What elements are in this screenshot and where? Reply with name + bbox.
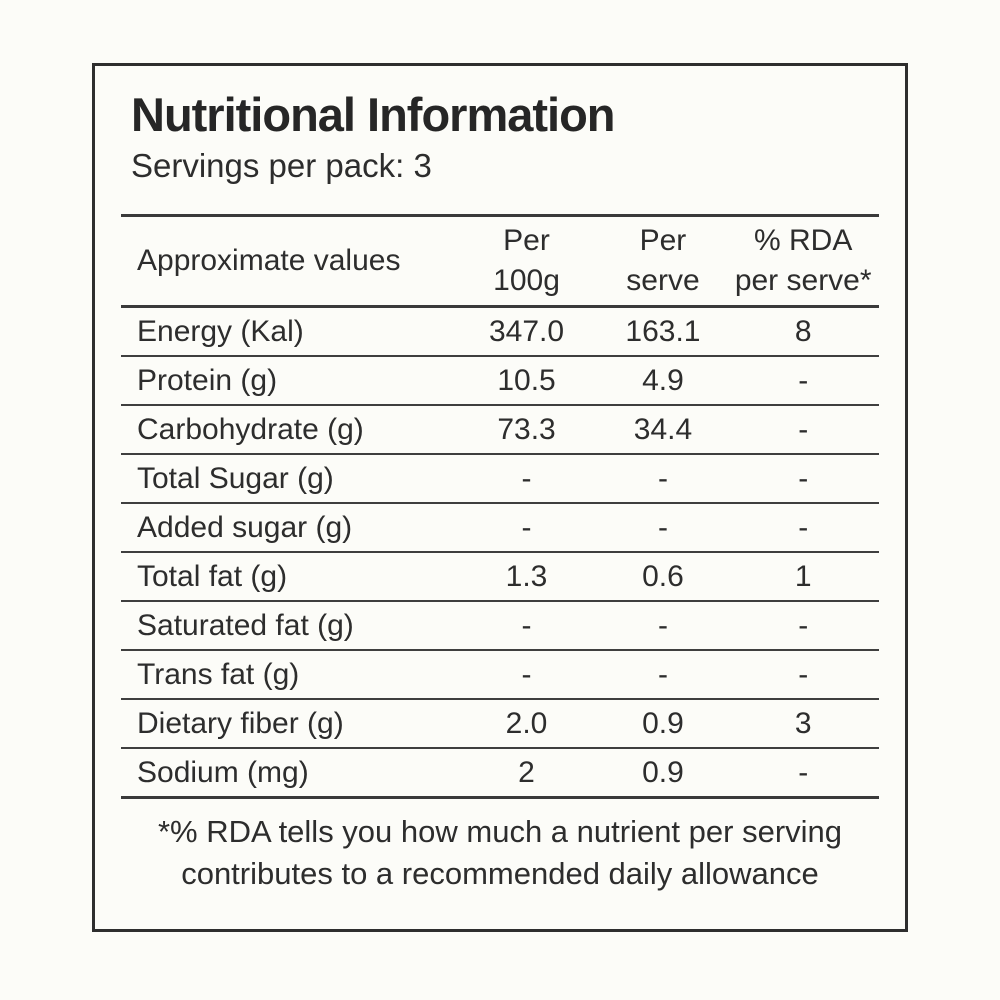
nutrient-name: Total fat (g) [137,559,288,593]
rda-value: - [798,755,809,789]
per-100g-value: - [521,657,532,691]
nutrient-name: Dietary fiber (g) [137,706,344,740]
nutrient-name: Saturated fat (g) [137,608,354,642]
per-serve-value: 34.4 [633,412,693,446]
per-100g-value: 73.3 [497,412,556,446]
per-100g-value: - [521,608,532,642]
nutrient-name: Energy (Kal) [137,314,304,348]
page-title: Nutritional Information [131,88,616,141]
per-serve-value: 0.9 [642,706,684,740]
nutrient-name: Carbohydrate (g) [137,412,364,446]
rda-value: - [798,510,809,544]
per-serve-value: - [657,461,668,495]
nutrient-name: Sodium (mg) [137,755,309,789]
label-header: Nutritional Information Servings per pac… [131,88,869,188]
per-100g-value: 1.3 [505,559,548,593]
per-100g-value: 2 [518,755,535,789]
rda-value: 3 [794,706,812,740]
header-approximate-values: Approximate values [137,244,401,277]
table-row-added-sugar: Added sugar (g) - - - [121,504,879,553]
servings-per-pack: Servings per pack: 3 [131,147,432,184]
nutrient-name: Total Sugar (g) [137,461,334,495]
rda-footnote: *% RDA tells you how much a nutrient per… [157,814,843,891]
per-serve-value: - [657,510,668,544]
table-row-energy: Energy (Kal) 347.0 163.1 8 [121,308,879,357]
table-row-dietary-fiber: Dietary fiber (g) 2.0 0.9 3 [121,700,879,749]
nutrition-table: Approximate values Per 100g Per serve % … [121,214,879,799]
per-100g-value: 347.0 [488,314,565,348]
table-row-sodium: Sodium (mg) 2 0.9 - [121,749,879,799]
per-100g-value: - [521,461,532,495]
rda-value: - [798,657,809,691]
rda-value: 1 [794,559,812,593]
per-serve-value: - [657,608,668,642]
per-100g-value: 10.5 [497,363,556,397]
per-serve-value: - [657,657,668,691]
rda-value: - [798,461,809,495]
nutrient-name: Trans fat (g) [137,657,300,691]
per-serve-value: 4.9 [642,363,684,397]
header-per-serve: Per serve [626,224,700,297]
table-row-total-sugar: Total Sugar (g) - - - [121,455,879,504]
per-100g-value: - [521,510,532,544]
per-100g-value: 2.0 [505,706,548,740]
table-header-row: Approximate values Per 100g Per serve % … [121,214,879,308]
rda-value: - [798,412,809,446]
per-serve-value: 0.9 [642,755,684,789]
table-row-saturated-fat: Saturated fat (g) - - - [121,602,879,651]
table-row-protein: Protein (g) 10.5 4.9 - [121,357,879,406]
per-serve-value: 163.1 [625,314,701,348]
table-row-total-fat: Total fat (g) 1.3 0.6 1 [121,553,879,602]
table-row-trans-fat: Trans fat (g) - - - [121,651,879,700]
rda-value: 8 [794,314,812,348]
per-serve-value: 0.6 [642,559,684,593]
nutrient-name: Added sugar (g) [137,510,353,544]
rda-value: - [798,363,809,397]
nutrient-name: Protein (g) [137,363,278,397]
header-per-100g: Per 100g [493,224,560,297]
table-row-carbohydrate: Carbohydrate (g) 73.3 34.4 - [121,406,879,455]
rda-value: - [798,608,809,642]
header-rda-per-serve: % RDA per serve* [734,224,872,297]
nutrition-label: Nutritional Information Servings per pac… [92,63,908,932]
